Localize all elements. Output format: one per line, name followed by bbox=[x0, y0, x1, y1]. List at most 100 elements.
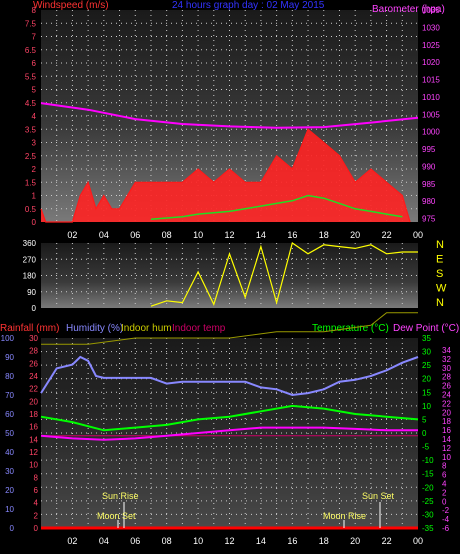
x-tick-label: 06 bbox=[130, 536, 140, 546]
x-tick-label: 04 bbox=[99, 536, 109, 546]
temp-y-tick: -5 bbox=[422, 443, 430, 452]
dew-y-tick: 4 bbox=[442, 480, 447, 489]
temp-y-tick: -35 bbox=[422, 524, 434, 533]
dew-y-tick: -4 bbox=[442, 515, 450, 524]
baro-y-tick: 975 bbox=[422, 215, 436, 224]
dew-y-tick: 30 bbox=[442, 364, 451, 373]
x-tick-label: 22 bbox=[382, 230, 392, 240]
temp-y-tick: -20 bbox=[422, 483, 434, 492]
rain-title: Rainfall (mm) bbox=[0, 323, 59, 334]
wind-average-line bbox=[150, 194, 403, 221]
dew-y-tick: 20 bbox=[442, 408, 451, 417]
wind-y-tick: 6.5 bbox=[25, 46, 37, 55]
temp-y-tick: 25 bbox=[422, 361, 431, 370]
dewpoint-title: Dew Point (°C) bbox=[393, 323, 459, 334]
wind-y-tick: 1.5 bbox=[25, 178, 37, 187]
humidity-y-tick: 30 bbox=[5, 467, 14, 476]
x-tick-label: 20 bbox=[350, 536, 360, 546]
temp-y-tick: 15 bbox=[422, 388, 431, 397]
baro-y-tick: 1020 bbox=[422, 58, 440, 67]
compass-label: W bbox=[436, 283, 447, 295]
dew-y-tick: -2 bbox=[442, 506, 450, 515]
indoor-temp-title: Indoor temp bbox=[172, 323, 226, 334]
rain-y-tick: 30 bbox=[29, 334, 38, 343]
baro-y-tick: 1030 bbox=[422, 23, 440, 32]
dew-y-tick: 34 bbox=[442, 346, 451, 355]
indoor-hum-title: Indoor hum bbox=[121, 323, 172, 334]
humidity-title: Humidity (%) bbox=[66, 323, 123, 334]
climate-series bbox=[40, 312, 419, 530]
humidity-y-tick: 40 bbox=[5, 448, 14, 457]
humidity-y-tick: 20 bbox=[5, 486, 14, 495]
temp-y-tick: 35 bbox=[422, 334, 431, 343]
x-tick-label: 12 bbox=[224, 536, 234, 546]
humidity-y-tick: 80 bbox=[5, 372, 14, 381]
x-tick-label: 18 bbox=[319, 536, 329, 546]
rain-y-tick: 14 bbox=[29, 435, 38, 444]
baro-y-tick: 1025 bbox=[422, 41, 440, 50]
temp-y-tick: -15 bbox=[422, 470, 434, 479]
humidity-y-tick: 60 bbox=[5, 410, 14, 419]
sun-rise-label: Sun Rise bbox=[102, 491, 139, 501]
temp-y-tick: 10 bbox=[422, 402, 431, 411]
wind-gust-area bbox=[41, 129, 411, 222]
rain-y-tick: 4 bbox=[34, 499, 39, 508]
wind-y-tick: 2.5 bbox=[25, 152, 37, 161]
temp-y-tick: 20 bbox=[422, 375, 431, 384]
dew-y-tick: -6 bbox=[442, 524, 450, 533]
x-tick-label: 00 bbox=[413, 230, 423, 240]
wind-y-tick: 0.5 bbox=[25, 205, 37, 214]
x-tick-label: 14 bbox=[256, 536, 266, 546]
baro-y-tick: 980 bbox=[422, 197, 436, 206]
wind-y-tick: 1 bbox=[32, 192, 37, 201]
rain-y-tick: 18 bbox=[29, 410, 38, 419]
rain-y-tick: 22 bbox=[29, 385, 38, 394]
dew-y-tick: 6 bbox=[442, 471, 447, 480]
x-tick-label: 00 bbox=[413, 536, 423, 546]
wind-y-tick: 0 bbox=[32, 218, 37, 227]
x-tick-label: 16 bbox=[287, 230, 297, 240]
dew-y-tick: 24 bbox=[442, 391, 451, 400]
dew-y-tick: 18 bbox=[442, 417, 451, 426]
dir-y-tick: 0 bbox=[32, 304, 37, 313]
baro-y-tick: 1015 bbox=[422, 76, 440, 85]
x-tick-label: 18 bbox=[319, 230, 329, 240]
x-tick-label: 22 bbox=[382, 536, 392, 546]
barometer-line bbox=[40, 102, 419, 129]
rain-y-tick: 2 bbox=[34, 511, 39, 520]
humidity-y-tick: 0 bbox=[10, 524, 15, 533]
humidity-y-tick: 50 bbox=[5, 429, 14, 438]
x-tick-label: 08 bbox=[162, 536, 172, 546]
rain-y-tick: 16 bbox=[29, 423, 38, 432]
rain-y-tick: 20 bbox=[29, 397, 38, 406]
rain-y-tick: 12 bbox=[29, 448, 38, 457]
temp-y-tick: -25 bbox=[422, 497, 434, 506]
baro-title: Barometer (hpa) bbox=[372, 4, 445, 15]
direction-series bbox=[150, 242, 418, 307]
dir-y-tick: 360 bbox=[23, 239, 37, 248]
compass-label: N bbox=[436, 297, 444, 309]
dew-point-line bbox=[40, 426, 418, 441]
x-tick-label: 04 bbox=[99, 230, 109, 240]
temp-y-tick: 30 bbox=[422, 348, 431, 357]
wind-title: Windspeed (m/s) bbox=[33, 0, 109, 11]
temp-y-tick: -30 bbox=[422, 510, 434, 519]
humidity-y-tick: 90 bbox=[5, 353, 14, 362]
baro-y-tick: 1005 bbox=[422, 110, 440, 119]
dew-y-tick: 16 bbox=[442, 426, 451, 435]
humidity-y-tick: 100 bbox=[1, 334, 15, 343]
x-tick-label: 10 bbox=[193, 230, 203, 240]
dew-y-tick: 28 bbox=[442, 373, 451, 382]
dew-y-tick: 32 bbox=[442, 355, 451, 364]
baro-y-tick: 1010 bbox=[422, 93, 440, 102]
temperature-line bbox=[40, 404, 419, 432]
wind-y-tick: 7 bbox=[32, 33, 37, 42]
date-title: 24 hours graph day : 02 May 2015 bbox=[172, 0, 325, 11]
baro-y-tick: 1000 bbox=[422, 128, 440, 137]
indoor-humidity-line bbox=[41, 312, 418, 345]
grid-lines bbox=[41, 10, 418, 528]
humidity-line bbox=[40, 355, 419, 397]
rain-y-tick: 6 bbox=[34, 486, 39, 495]
